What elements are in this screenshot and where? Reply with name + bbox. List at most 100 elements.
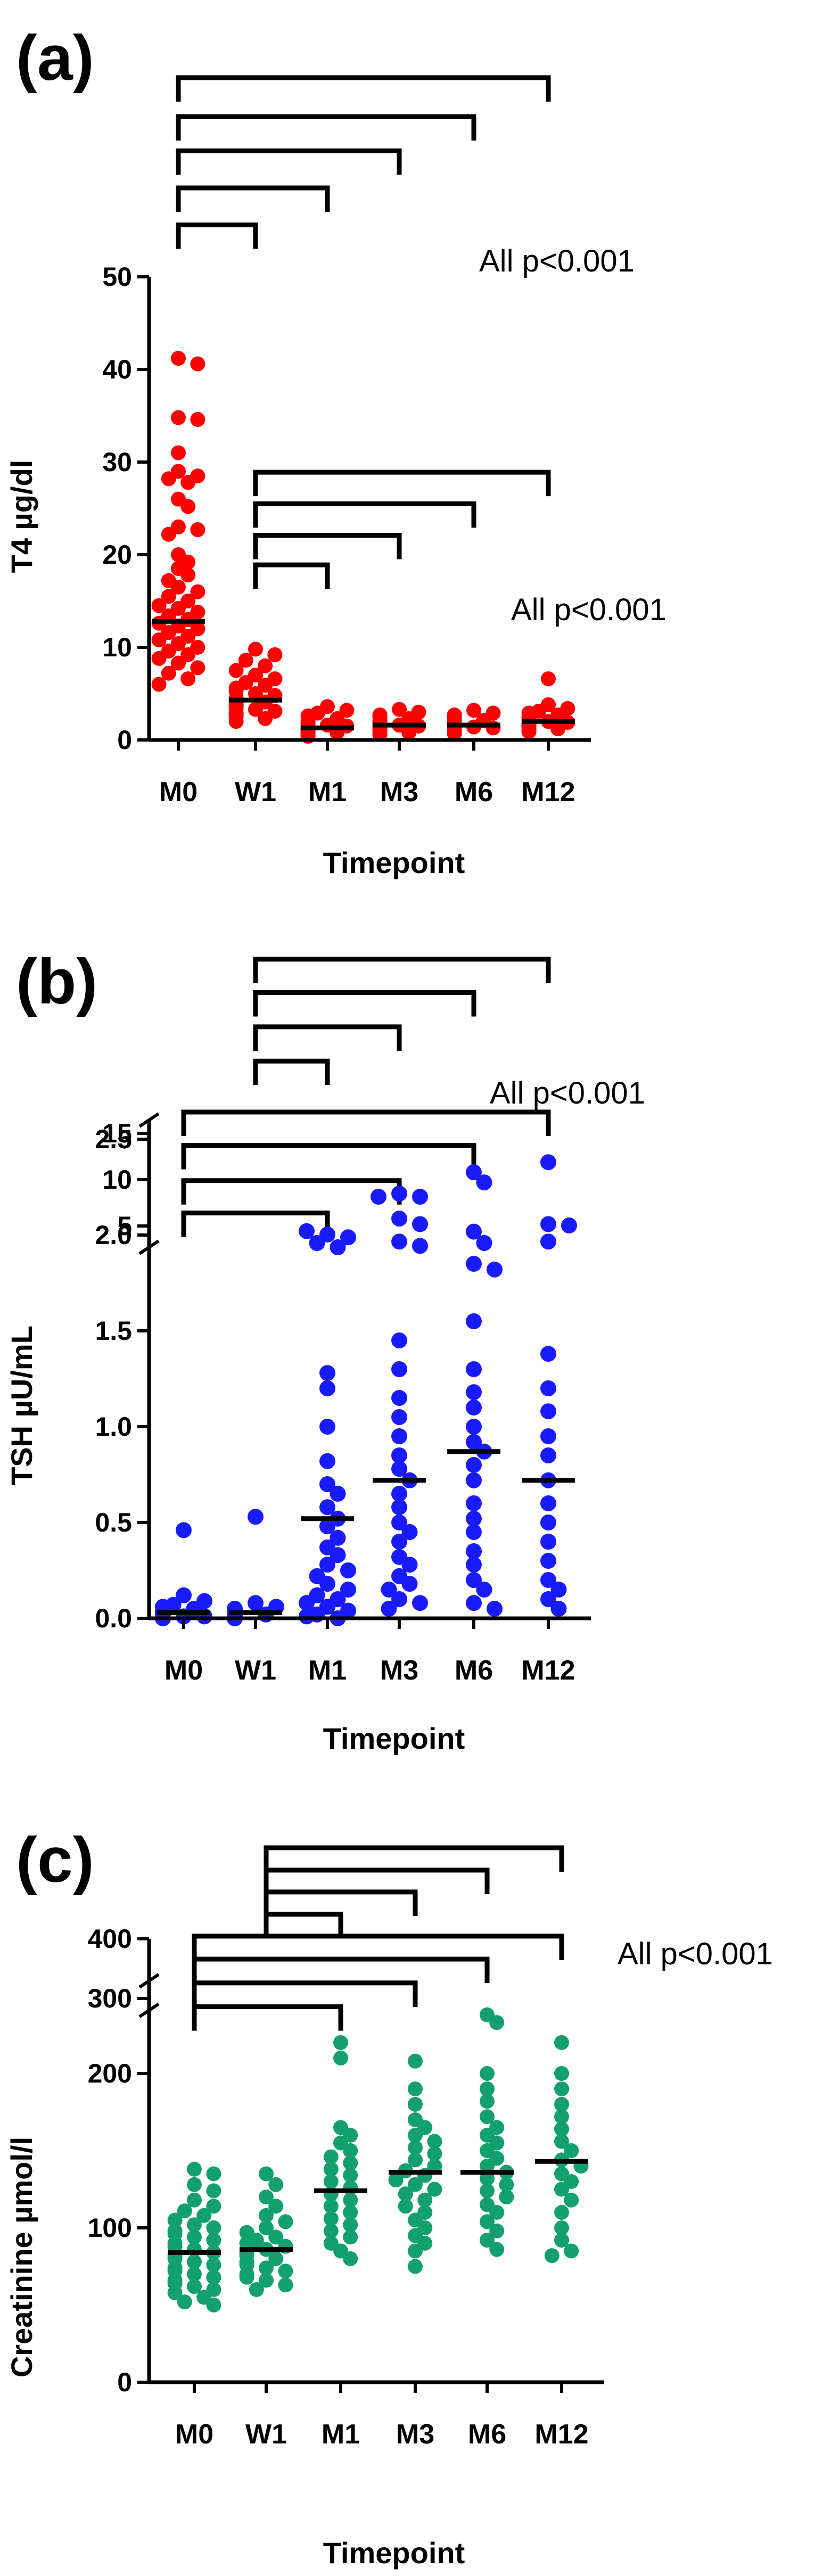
axes-a: 0 10 20 30 40 50 M0 W1 M1 M3 M6 M12: [102, 262, 591, 808]
y-tick-label: 5: [117, 1211, 132, 1241]
data-point: [392, 702, 407, 717]
y-tick-label: 10: [102, 1165, 132, 1195]
data-point: [391, 1499, 407, 1516]
data-point: [268, 2251, 284, 2266]
data-point: [171, 410, 186, 425]
data-point: [476, 1174, 492, 1191]
data-point: [323, 2174, 339, 2189]
x-tick-label: M12: [521, 777, 575, 808]
x-tick-label: M6: [468, 2419, 506, 2450]
data-point: [248, 1595, 264, 1611]
data-point: [466, 1361, 482, 1377]
panel-label-c: (c): [16, 1824, 94, 1896]
data-point: [248, 641, 263, 657]
data-point: [408, 2097, 423, 2112]
comparison-bracket: [264, 1845, 564, 1872]
data-point: [171, 445, 186, 460]
data-point: [554, 2066, 569, 2081]
data-point: [466, 703, 481, 718]
data-point: [343, 2205, 358, 2220]
x-axis-title-c: Timepoint: [323, 2536, 465, 2570]
data-point: [248, 686, 263, 701]
data-point: [391, 1409, 407, 1425]
data-point: [259, 2273, 274, 2288]
y-tick-label: 1.0: [95, 1412, 132, 1442]
data-point: [278, 2264, 293, 2279]
comparison-bracket: [192, 2004, 343, 2031]
data-point: [161, 665, 176, 681]
data-point: [541, 671, 556, 687]
comparison-bracket: [181, 1109, 551, 1136]
data-point: [564, 2192, 579, 2208]
data-point: [187, 2161, 202, 2177]
comparison-bracket: [253, 532, 402, 559]
data-point: [151, 598, 167, 613]
data-point: [228, 663, 244, 678]
p-value-note-c: All p<0.001: [618, 1937, 773, 1971]
data-point: [466, 1510, 482, 1527]
data-point: [550, 721, 566, 737]
data-point: [343, 2217, 358, 2233]
x-tick-label: W1: [235, 777, 276, 808]
data-point: [340, 1582, 356, 1598]
data-point: [343, 2143, 358, 2158]
data-points-b: [155, 1154, 577, 1626]
data-point: [398, 2186, 413, 2202]
comparison-brackets-c: [192, 1845, 564, 2031]
data-point: [540, 1346, 556, 1362]
data-point: [187, 2254, 202, 2269]
data-point: [408, 2053, 423, 2069]
data-point: [427, 2159, 442, 2174]
x-tick-label: W1: [245, 2419, 287, 2450]
data-point: [391, 1233, 407, 1250]
data-point: [466, 1256, 482, 1272]
data-point: [480, 2066, 495, 2081]
data-point: [417, 2192, 433, 2208]
p-value-note-a-bottom: All p<0.001: [511, 592, 667, 627]
data-point: [161, 589, 176, 604]
axis-break-mark: [138, 1112, 160, 1128]
data-point: [554, 2035, 569, 2050]
data-point: [238, 653, 253, 668]
data-point: [267, 647, 283, 662]
data-point: [540, 1380, 556, 1396]
data-point: [561, 1217, 577, 1233]
data-point: [343, 2229, 358, 2245]
comparison-bracket: [192, 1980, 418, 2007]
data-point: [499, 2177, 514, 2192]
data-point: [323, 2149, 339, 2165]
data-point: [554, 2097, 569, 2112]
x-tick-label: M3: [396, 2419, 434, 2450]
data-point: [540, 1515, 556, 1530]
data-point: [206, 2183, 221, 2199]
comparison-bracket: [264, 1867, 490, 1894]
data-point: [258, 678, 273, 693]
data-point: [408, 2259, 423, 2274]
data-point: [391, 1534, 407, 1550]
data-point: [466, 1557, 482, 1573]
x-tick-label: M0: [164, 1655, 203, 1686]
data-point: [391, 1332, 407, 1348]
data-point: [408, 2243, 423, 2259]
x-tick-label: M12: [534, 2419, 588, 2450]
data-point: [401, 1576, 418, 1592]
axes-b: 0.0 0.5 1.0 1.5 2.0 2.5 5 10 15 M0 W1 M1 M3 M6 M12: [95, 1112, 591, 1686]
x-tick-label: M1: [308, 1655, 347, 1686]
comparison-bracket: [192, 1933, 564, 1960]
data-point: [180, 567, 196, 583]
data-point: [408, 2140, 423, 2155]
data-point: [391, 1186, 407, 1202]
panel-b: (b) TSH µU/mL Timepoint All p<0.001 0.00…: [5, 946, 645, 1755]
data-point: [268, 2199, 284, 2214]
data-point: [540, 1495, 556, 1511]
y-tick-label: 200: [88, 2059, 132, 2088]
axis-break-mark: [138, 1973, 160, 1989]
data-point: [319, 1499, 335, 1516]
comparison-bracket: [253, 470, 551, 497]
data-points-c: [167, 2007, 589, 2312]
data-point: [206, 2298, 221, 2312]
data-point: [391, 1461, 407, 1477]
data-point: [239, 2269, 254, 2285]
data-point: [177, 2203, 192, 2219]
